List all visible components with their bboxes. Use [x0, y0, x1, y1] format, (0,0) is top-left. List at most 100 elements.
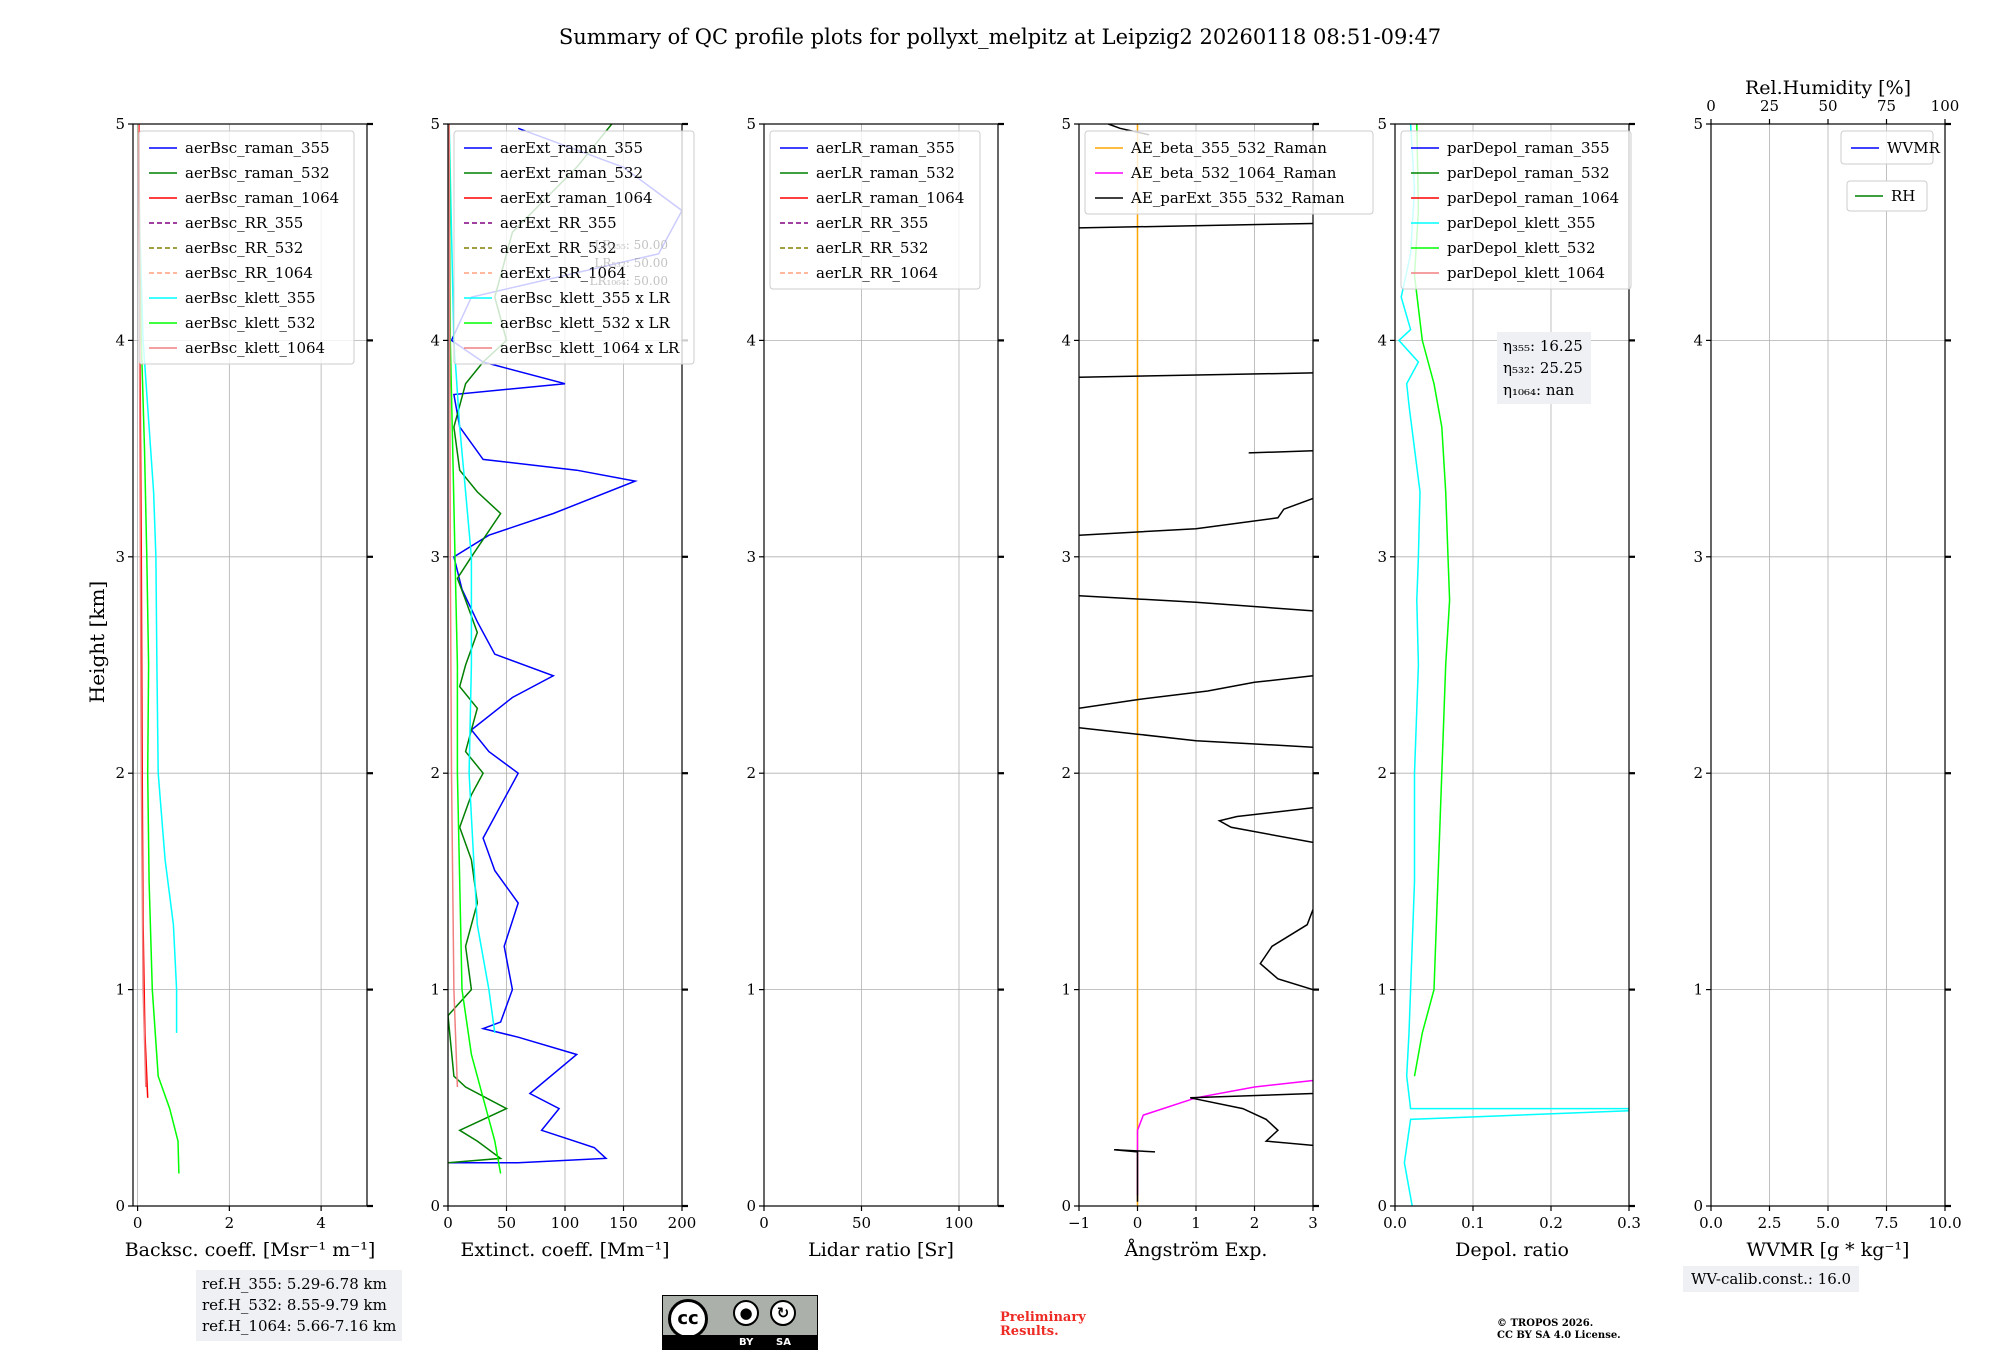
wv-calibration-box: WV-calib.const.: 16.0 [1683, 1266, 1860, 1292]
legend-label-1: aerExt_raman_532 [500, 164, 643, 182]
y-tick-label-2: 2 [430, 764, 440, 782]
legend-label-0: aerLR_raman_355 [816, 139, 955, 157]
x-tick-label-1: 50 [497, 1214, 516, 1232]
top-tick-label-1: 25 [1760, 97, 1779, 115]
y-tick-label-3: 3 [1061, 548, 1071, 566]
legend-label-2: aerBsc_raman_1064 [185, 189, 339, 207]
legend-label-0: AE_beta_355_532_Raman [1130, 139, 1327, 157]
x-axis-label: Ångström Exp. [1124, 1239, 1268, 1261]
x-axis-label: WVMR [g * kg⁻¹] [1747, 1239, 1910, 1261]
y-tick-label-3: 3 [115, 548, 125, 566]
y-tick-label-1: 1 [1693, 981, 1703, 999]
by-label: BY [739, 1337, 754, 1348]
x-tick-label-1: 50 [852, 1214, 871, 1232]
x-tick-label-1: 0.1 [1461, 1214, 1485, 1232]
series-ae-parext-355-532-raman-6 [1217, 807, 1313, 844]
y-tick-label-2: 2 [1061, 764, 1071, 782]
panel-p1: 0 1 2 3 4 5 0 2 4 Backsc. coeff. [Msr⁻¹ m⁻¹] aerBs… [115, 115, 375, 1261]
y-tick-label-1: 1 [1377, 981, 1387, 999]
axes-frame [132, 123, 368, 1207]
legend-label-1: parDepol_raman_532 [1447, 164, 1610, 182]
x-tick-label-2: 100 [945, 1214, 974, 1232]
legend-box [138, 130, 355, 365]
legend-label-4: aerLR_RR_532 [816, 239, 928, 257]
x-tick-label-1: 0 [1133, 1214, 1143, 1232]
legend-label-5: aerLR_RR_1064 [816, 264, 938, 282]
series-ae-parext-355-532-raman-13 [1079, 222, 1313, 229]
legend-label-7: aerBsc_klett_532 [185, 314, 316, 332]
y-tick-label-4: 4 [115, 331, 125, 349]
y-axis-label: Height [km] [85, 581, 109, 703]
y-tick-label-1: 1 [746, 981, 756, 999]
x-tick-label-2: 100 [551, 1214, 580, 1232]
preliminary-line-2: Results. [1000, 1324, 1059, 1339]
y-tick-label-5: 5 [115, 115, 125, 133]
series-pardepol-klett-532-1 [1413, 124, 1451, 1077]
legend-label-0: WVMR [1887, 139, 1941, 157]
figure-title: Summary of QC profile plots for pollyxt_… [559, 25, 1441, 49]
y-tick-label-1: 1 [115, 981, 125, 999]
preliminary-note: Preliminary Results. [1000, 1311, 1086, 1339]
series-ae-parext-355-532-raman-11 [1248, 450, 1313, 454]
legend-label-1: AE_beta_532_1064_Raman [1130, 164, 1337, 182]
legend-label-8: aerBsc_klett_1064 x LR [500, 339, 680, 357]
x-tick-label-0: 0.0 [1699, 1214, 1723, 1232]
top-tick-label-0: 0 [1706, 97, 1716, 115]
lr-annotation-1: LR₅₃₂: 50.00 [594, 256, 668, 270]
x-tick-label-1: 2 [225, 1214, 235, 1232]
eta-label-0: η₃₅₅: 16.25 [1503, 337, 1583, 355]
x-tick-label-3: 2 [1250, 1214, 1260, 1232]
x-tick-label-0: 0 [759, 1214, 769, 1232]
legend-label-0: aerExt_raman_355 [500, 139, 643, 157]
y-tick-label-2: 2 [1693, 764, 1703, 782]
x-tick-label-0: 0 [443, 1214, 453, 1232]
y-tick-label-0: 0 [115, 1197, 125, 1215]
x-tick-label-2: 0.2 [1539, 1214, 1563, 1232]
share-alike-icon: ↻ [770, 1300, 796, 1326]
y-tick-label-2: 2 [1377, 764, 1387, 782]
series-ae-parext-355-532-raman-2 [1114, 1148, 1156, 1202]
series-pardepol-klett-355-0 [1397, 124, 1629, 1206]
legend2-label-0: RH [1891, 187, 1915, 205]
x-axis-label: Backsc. coeff. [Msr⁻¹ m⁻¹] [125, 1239, 376, 1261]
x-tick-label-0: −1 [1068, 1214, 1090, 1232]
y-tick-label-4: 4 [1693, 331, 1703, 349]
y-tick-label-5: 5 [1693, 115, 1703, 133]
legend-label-3: aerLR_RR_355 [816, 214, 928, 232]
eta-box [1497, 332, 1591, 404]
legend-label-5: aerBsc_RR_1064 [185, 264, 313, 282]
legend-box [769, 130, 981, 290]
y-tick-label-5: 5 [430, 115, 440, 133]
legend2-box [1846, 180, 1928, 212]
legend-box [1840, 130, 1934, 165]
x-tick-label-0: 0.0 [1383, 1214, 1407, 1232]
legend-label-2: parDepol_raman_1064 [1447, 189, 1619, 207]
y-tick-label-0: 0 [430, 1197, 440, 1215]
axes-frame [1394, 123, 1630, 1207]
legend-label-3: parDepol_klett_355 [1447, 214, 1596, 232]
legend-label-2: AE_parExt_355_532_Raman [1130, 189, 1345, 207]
series-ae-parext-355-532-raman-7 [1079, 727, 1313, 748]
legend-label-8: aerBsc_klett_1064 [185, 339, 325, 357]
license-bar [663, 1335, 817, 1349]
x-axis-label: Lidar ratio [Sr] [808, 1239, 954, 1261]
legend-label-1: aerLR_raman_532 [816, 164, 955, 182]
x-tick-label-4: 3 [1308, 1214, 1318, 1232]
y-tick-label-4: 4 [1061, 331, 1071, 349]
series-ae-parext-355-532-raman-10 [1079, 497, 1313, 536]
axes-frame [763, 123, 999, 1207]
panel-p6: 0 1 2 3 4 5 0.0 2.5 5.0 7.5 10.0 WVMR [g * kg⁻¹] 0 25… [1693, 77, 1961, 1261]
x-tick-label-3: 7.5 [1875, 1214, 1899, 1232]
x-tick-label-2: 4 [316, 1214, 326, 1232]
legend-label-1: aerBsc_raman_532 [185, 164, 330, 182]
legend-label-4: aerBsc_RR_532 [185, 239, 303, 257]
y-tick-label-2: 2 [746, 764, 756, 782]
y-tick-label-3: 3 [430, 548, 440, 566]
series-ae-parext-355-532-raman-5 [1259, 909, 1313, 991]
eta-label-1: η₅₃₂: 25.25 [1503, 359, 1583, 377]
x-axis-label: Extinct. coeff. [Mm⁻¹] [460, 1239, 669, 1261]
lr-annotation-2: LR₁₀₆₄: 50.00 [590, 274, 668, 288]
legend-label-6: aerBsc_klett_355 x LR [500, 289, 671, 307]
reference-height-box: ref.H_355: 5.29-6.78 km ref.H_532: 8.55-… [196, 1270, 403, 1341]
